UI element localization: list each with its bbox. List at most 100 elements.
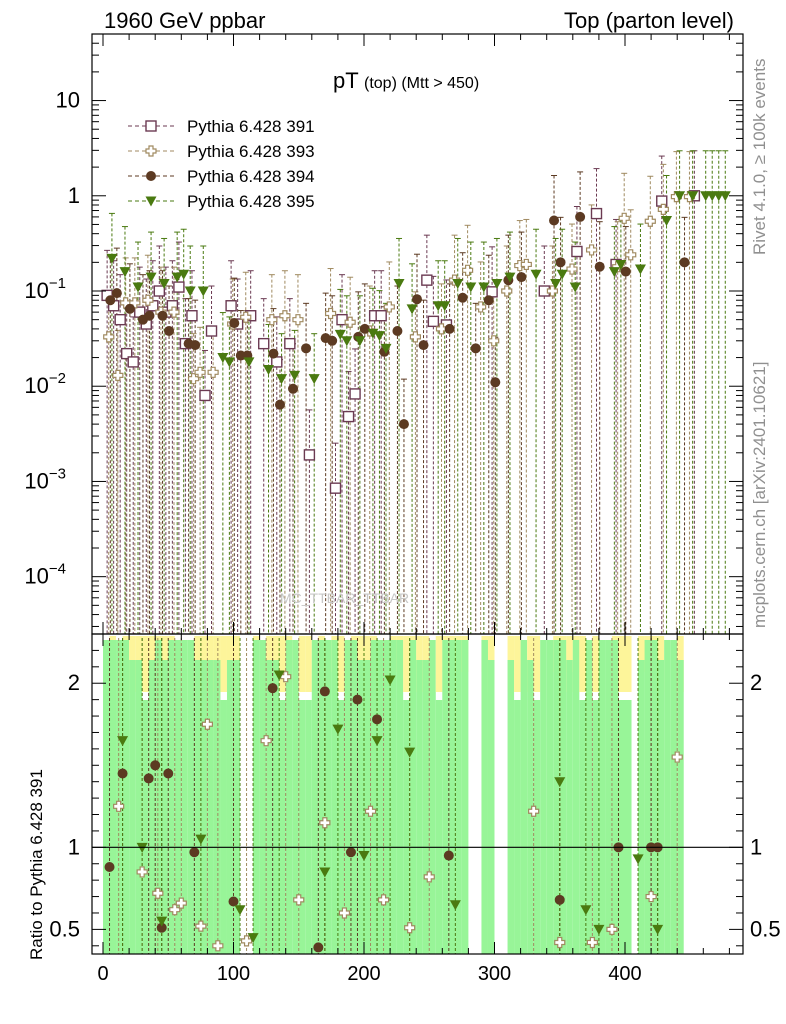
ratio-band-green [370, 640, 378, 954]
ratio-band-yellow [514, 636, 521, 692]
marker-circle [549, 215, 560, 226]
marker-cross [586, 936, 598, 949]
marker-triangle [223, 357, 235, 368]
ratio-y-tick-label-left: 1 [68, 834, 80, 859]
marker-circle [267, 683, 278, 694]
marker-circle [313, 942, 324, 953]
marker-cross [324, 307, 337, 320]
ratio-band-green [155, 640, 162, 954]
marker-cross [344, 316, 356, 328]
marker-square [342, 410, 355, 423]
ratio-band-green [253, 640, 260, 954]
marker-triangle [530, 269, 542, 280]
marker-triangle [247, 933, 259, 944]
ratio-band-green [337, 700, 345, 954]
marker-square [427, 315, 440, 328]
marker-cross [409, 331, 421, 343]
marker-triangle [332, 724, 344, 735]
ratio-band-green [103, 640, 110, 954]
ratio-band-green [259, 640, 267, 954]
ratio-band-green [540, 640, 547, 954]
marker-square [153, 285, 166, 297]
marker-square [421, 274, 433, 286]
ratio-band-green [142, 700, 149, 954]
marker-cross [112, 369, 124, 381]
marker-cross [606, 923, 618, 935]
ratio-band-yellow [279, 636, 286, 692]
marker-circle [392, 326, 403, 337]
ratio-band-green [272, 660, 280, 954]
marker-triangle [373, 331, 385, 342]
plot-title-main: pT [333, 68, 359, 93]
marker-cross [462, 264, 474, 276]
ratio-band-green [377, 640, 384, 954]
marker-circle [156, 922, 167, 933]
marker-triangle [156, 916, 168, 927]
ratio-band-green [129, 660, 136, 954]
marker-cross [546, 285, 559, 297]
ratio-band-green [461, 640, 469, 954]
marker-circle [444, 323, 455, 334]
marker-triangle [358, 851, 370, 862]
y-tick-label: 1 [68, 183, 80, 208]
ratio-band-green [311, 640, 319, 954]
marker-triangle [449, 900, 461, 911]
ratio-band-green [194, 660, 201, 954]
marker-circle [490, 377, 501, 388]
ratio-band-green [364, 660, 371, 954]
marker-triangle [608, 267, 620, 278]
ratio-uncertainty-bands [103, 636, 684, 954]
ratio-band-yellow [337, 636, 345, 692]
marker-triangle [593, 924, 605, 935]
marker-triangle [632, 854, 644, 865]
marker-circle [327, 335, 338, 346]
ratio-band-green [187, 640, 195, 954]
marker-triangle [184, 286, 196, 297]
marker-cross [618, 212, 630, 224]
marker-triangle [273, 670, 285, 681]
marker-cross [136, 866, 148, 878]
marker-circle [555, 257, 566, 268]
ratio-band-green [625, 700, 632, 954]
marker-triangle [276, 374, 288, 385]
ratio-band-green [174, 640, 182, 954]
ratio-band-green [285, 640, 293, 954]
marker-cross [644, 215, 656, 227]
marker-cross [292, 314, 304, 326]
marker-circle [443, 850, 454, 861]
ratio-band-green [611, 640, 619, 954]
ratio-band-green [135, 660, 143, 954]
ratio-y-tick-label-right: 1 [750, 834, 762, 859]
marker-circle [274, 399, 285, 410]
marker-circle [345, 847, 356, 858]
marker-circle [117, 768, 128, 779]
x-tick-label: 300 [478, 963, 511, 985]
x-tick-label: 400 [608, 963, 641, 985]
marker-circle [359, 323, 370, 334]
ratio-band-green [579, 700, 586, 954]
ratio-band-green [416, 660, 423, 954]
marker-square [186, 310, 198, 322]
marker-circle [679, 257, 690, 268]
marker-circle [288, 383, 299, 394]
marker-circle [483, 295, 494, 306]
ratio-band-yellow [592, 636, 599, 692]
ratio-band-green [383, 640, 391, 954]
marker-cross [423, 871, 435, 883]
ratio-band-green [605, 640, 612, 954]
marker-circle [470, 343, 481, 354]
ratio-band-green [435, 700, 443, 954]
marker-triangle [341, 336, 353, 347]
marker-cross [364, 805, 377, 817]
marker-triangle [393, 278, 405, 289]
marker-cross [240, 311, 252, 323]
ratio-band-green [592, 700, 599, 954]
ratio-band-yellow [220, 636, 227, 692]
marker-triangle [319, 867, 331, 878]
marker-cross [319, 817, 331, 829]
ratio-band-green [585, 640, 593, 954]
ratio-band-green [429, 640, 436, 954]
y-tick-base: 10 [24, 373, 48, 398]
marker-circle [105, 295, 116, 306]
